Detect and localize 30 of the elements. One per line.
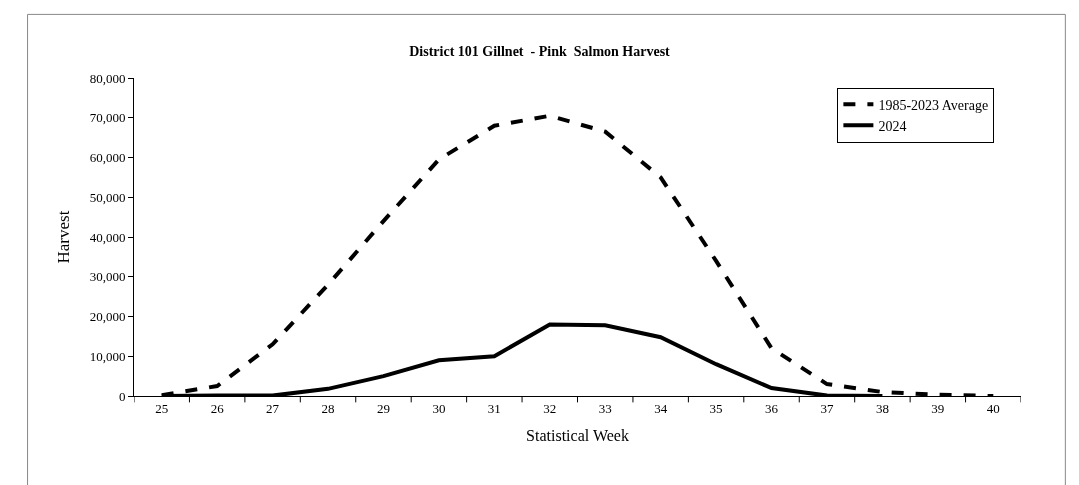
x-axis-title: Statistical Week xyxy=(526,427,629,445)
x-tick-label: 35 xyxy=(709,400,723,416)
y-axis-title: Harvest xyxy=(54,210,74,264)
legend-label: 2024 xyxy=(878,118,907,134)
x-tick-label: 26 xyxy=(210,400,225,416)
x-tick-label: 34 xyxy=(654,400,668,416)
x-tick-label: 30 xyxy=(432,400,446,416)
x-tick-label: 32 xyxy=(543,400,557,416)
x-tick-label: 29 xyxy=(376,400,390,416)
y-tick-label: 10,000 xyxy=(89,348,126,364)
y-tick-label: 70,000 xyxy=(89,110,126,126)
legend-label: 1985-2023 Average xyxy=(878,97,989,113)
y-tick-label: 0 xyxy=(118,388,126,404)
x-tick-label: 28 xyxy=(321,400,335,416)
x-tick-label: 36 xyxy=(765,400,779,416)
x-tick-label: 37 xyxy=(820,400,834,416)
x-tick-label: 31 xyxy=(487,400,501,416)
y-tick-label: 50,000 xyxy=(89,189,126,205)
y-tick-label: 40,000 xyxy=(89,229,126,245)
x-tick-label: 38 xyxy=(875,400,889,416)
x-tick-label: 27 xyxy=(266,400,280,416)
y-tick-label: 80,000 xyxy=(89,70,126,86)
y-tick-label: 20,000 xyxy=(89,309,126,325)
chart-title: District 101 Gillnet - Pink Salmon Harvest xyxy=(409,43,671,59)
y-tick-label: 30,000 xyxy=(89,269,126,285)
x-tick-label: 33 xyxy=(598,400,612,416)
x-tick-label: 25 xyxy=(155,400,169,416)
x-tick-label: 40 xyxy=(986,400,1000,416)
y-tick-label: 60,000 xyxy=(89,150,126,166)
x-tick-label: 39 xyxy=(931,400,945,416)
